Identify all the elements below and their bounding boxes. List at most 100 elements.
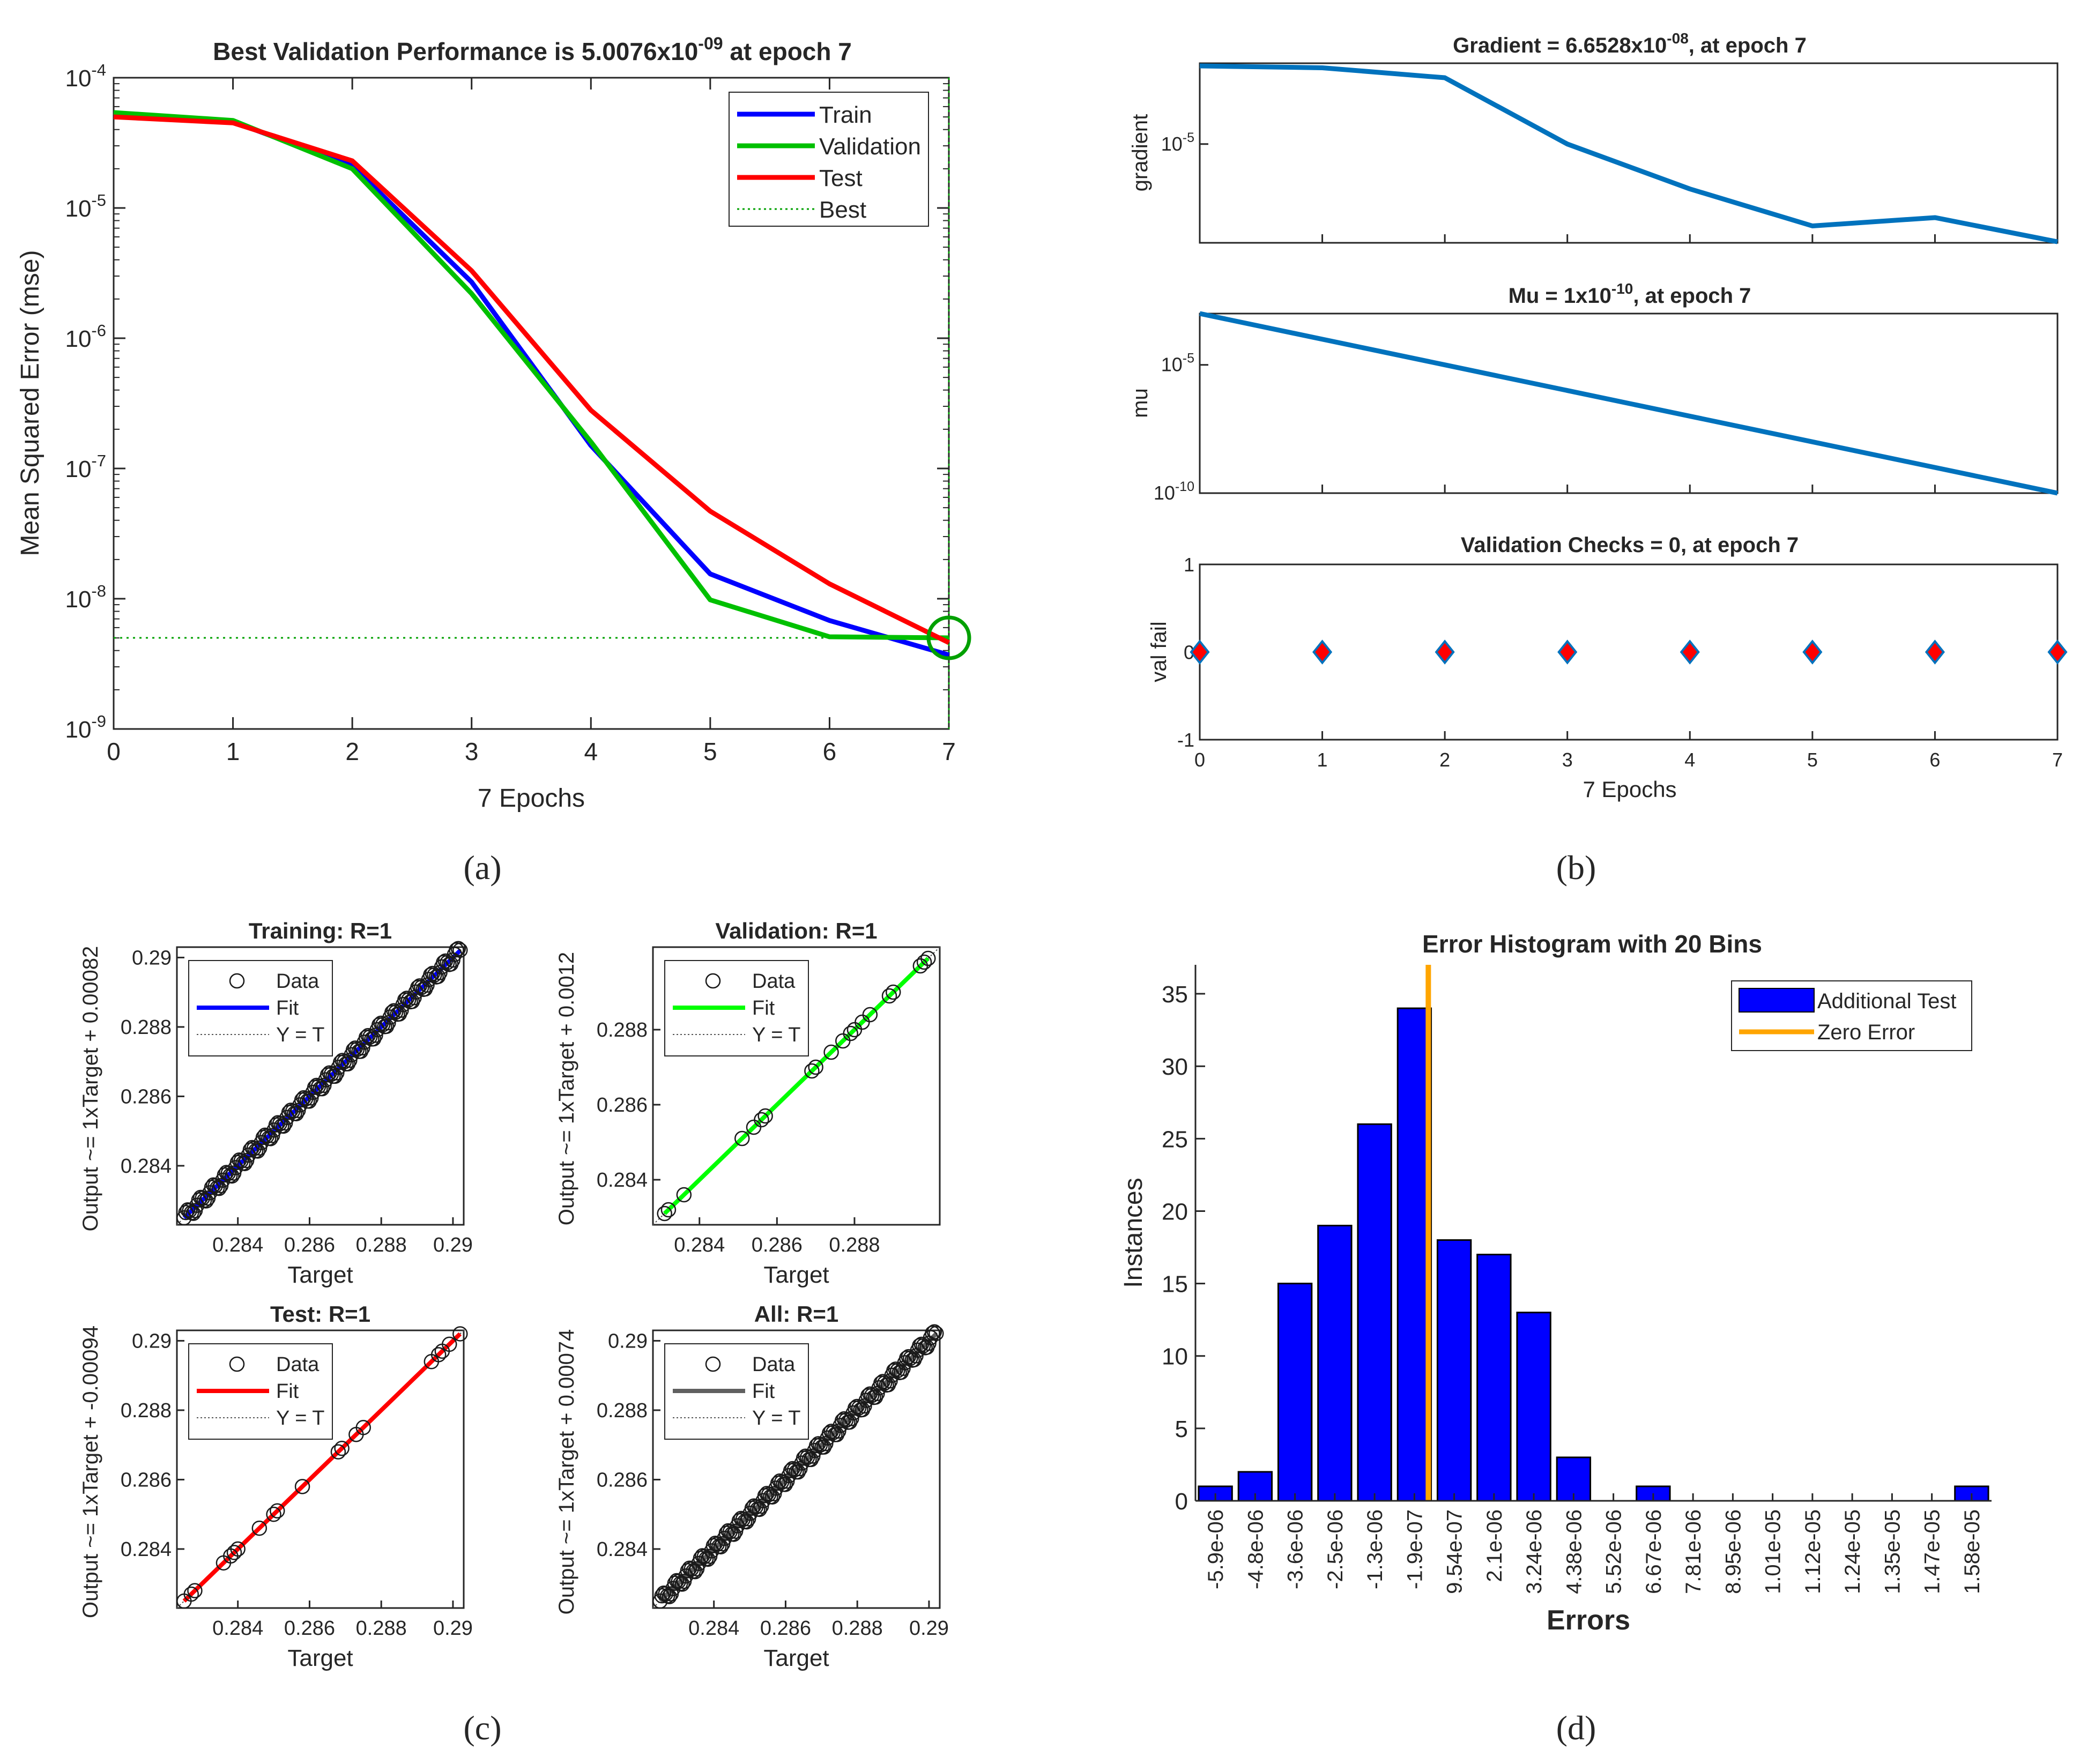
x-tick-label: 4: [584, 738, 598, 765]
x-tick-label: 6.67e-06: [1642, 1509, 1666, 1594]
data-point: [916, 954, 932, 970]
data-point: [790, 1464, 806, 1480]
x-tick-label: 5: [703, 738, 717, 765]
legend-identity-label: Y = T: [752, 1407, 801, 1430]
regression-axes: [176, 946, 465, 1226]
x-tick-label: 5.52e-06: [1602, 1509, 1626, 1594]
regression-title: Validation: R=1: [715, 918, 877, 943]
regression-axes: [652, 1329, 941, 1609]
data-point: [726, 1527, 741, 1542]
val-fail-marker: [1557, 639, 1578, 665]
x-tick-label: 0.288: [829, 1234, 880, 1256]
legend-label-validation: Validation: [819, 133, 921, 160]
x-tick-label: 1.58e-05: [1960, 1509, 1984, 1594]
data-point: [452, 1326, 468, 1342]
data-point: [803, 1452, 819, 1468]
regression-xlabel: Target: [763, 1262, 829, 1288]
data-point: [920, 950, 936, 966]
y-tick-label: 5: [1175, 1416, 1188, 1442]
data-point: [816, 1439, 832, 1455]
data-point: [450, 941, 466, 957]
regression-plot-3: Test: R=1 0.284 0.286 0.288 0.29 0.29 0.288 0.2…: [79, 1301, 473, 1671]
legend-label-best: Best: [819, 197, 866, 223]
data-point: [885, 984, 901, 1000]
legend-fit-label: Fit: [276, 1380, 299, 1403]
data-point: [442, 1336, 457, 1352]
data-point: [843, 1025, 858, 1041]
histogram-bar: [1476, 1254, 1512, 1502]
y-tick-label: 0: [1184, 642, 1194, 664]
data-point: [314, 1081, 330, 1097]
panel-c-caption: (c): [463, 1709, 501, 1747]
regression-plot-4: All: R=1 0.284 0.286 0.288 0.29 0.29 0.288 0.28…: [555, 1301, 949, 1671]
y-tick-label: 10-7: [65, 451, 106, 482]
y-tick-label: 1: [1184, 554, 1194, 576]
legend-data-label: Data: [752, 1353, 796, 1376]
data-point: [713, 1539, 729, 1554]
y-tick-label: 20: [1162, 1199, 1188, 1225]
y-tick-label: 0.288: [121, 1400, 172, 1422]
best-marker-circle: [926, 615, 971, 660]
panel-a-x-ticks: 0 1 2 3 4 5 6 7: [107, 78, 956, 765]
x-tick-label: 0.286: [284, 1617, 335, 1640]
data-point: [224, 1168, 240, 1184]
data-point: [211, 1180, 227, 1196]
regression-ylabel: Output ~= 1xTarget + 0.0012: [555, 952, 578, 1225]
x-tick-label: 0.29: [433, 1617, 473, 1640]
panel-d-title: Error Histogram with 20 Bins: [1422, 930, 1762, 958]
val-fail-marker: [1925, 639, 1945, 665]
legend-zero-label: Zero Error: [1817, 1021, 1915, 1044]
x-tick-label: 0.286: [284, 1234, 335, 1256]
regression-xlabel: Target: [287, 1262, 353, 1288]
data-point: [266, 1506, 281, 1522]
x-tick-label: 1.35e-05: [1881, 1509, 1904, 1594]
x-tick-label: -1.9e-07: [1403, 1509, 1427, 1589]
data-point: [263, 1130, 278, 1147]
panel-a-y-ticks: 10-4 10-5 10-6 10-7 10-8 10-9: [65, 61, 949, 743]
data-point: [700, 1551, 716, 1567]
data-point: [250, 1143, 265, 1159]
data-point: [757, 1108, 773, 1124]
panel-b-gradient-axes: [1199, 62, 2059, 244]
panel-a-series-lines: [113, 78, 971, 729]
panel-b-mu-axes: [1199, 312, 2059, 494]
panel-d-xlabel: Errors: [1547, 1605, 1630, 1636]
data-point: [378, 1018, 395, 1034]
y-tick-label: 10-8: [65, 582, 106, 613]
x-tick-label: 1: [1317, 749, 1328, 771]
legend-identity-label: Y = T: [752, 1024, 801, 1046]
legend-identity-label: Y = T: [276, 1024, 325, 1046]
legend-data-label: Data: [752, 970, 796, 993]
data-point: [355, 1420, 371, 1435]
y-tick-label: 0.284: [597, 1538, 648, 1561]
panel-b-mu-ylabel: mu: [1128, 388, 1152, 418]
data-point: [230, 1541, 246, 1557]
regression-ylabel: Output ~= 1xTarget + 0.00074: [555, 1329, 578, 1615]
regression-title: Training: R=1: [249, 918, 392, 943]
data-point: [676, 1187, 692, 1203]
x-tick-label: 8.95e-06: [1721, 1509, 1745, 1594]
y-tick-label: 25: [1162, 1126, 1188, 1152]
x-tick-label: 2: [1439, 749, 1450, 771]
y-tick-label: 0.29: [608, 1330, 648, 1352]
panel-b-val-plot: 10-10 1 2 3 4 5 6 7: [1177, 554, 2068, 771]
data-point: [183, 1586, 199, 1602]
data-point: [928, 1326, 944, 1341]
y-tick-label: 0.286: [121, 1469, 172, 1491]
histogram-bar: [1396, 1007, 1432, 1502]
panel-c-regressions: Training: R=1 0.284 0.286 0.288 0.29 0.29 0.28…: [79, 918, 949, 1671]
panel-a-title-exp: -09: [698, 34, 723, 53]
y-tick-label: 0.29: [132, 947, 172, 969]
legend-data-label: Data: [276, 1353, 320, 1376]
x-tick-label: 6: [823, 738, 837, 765]
x-tick-label: 0.29: [433, 1234, 473, 1256]
gradient-line: [1199, 63, 2058, 244]
regression-axes: [652, 946, 941, 1226]
y-tick-label: 10-5: [1161, 351, 1194, 376]
x-tick-label: 0.284: [212, 1234, 263, 1256]
x-tick-label: -1.3e-06: [1363, 1509, 1387, 1589]
fit-line: [182, 1332, 462, 1603]
panel-b-training-state: Gradient = 6.6528x10-08, at epoch 7 10-5…: [1128, 30, 2068, 802]
regression-plot-2: Validation: R=1 0.284 0.286 0.288 0.288 0.286…: [555, 918, 941, 1288]
y-tick-label: 35: [1162, 981, 1188, 1008]
